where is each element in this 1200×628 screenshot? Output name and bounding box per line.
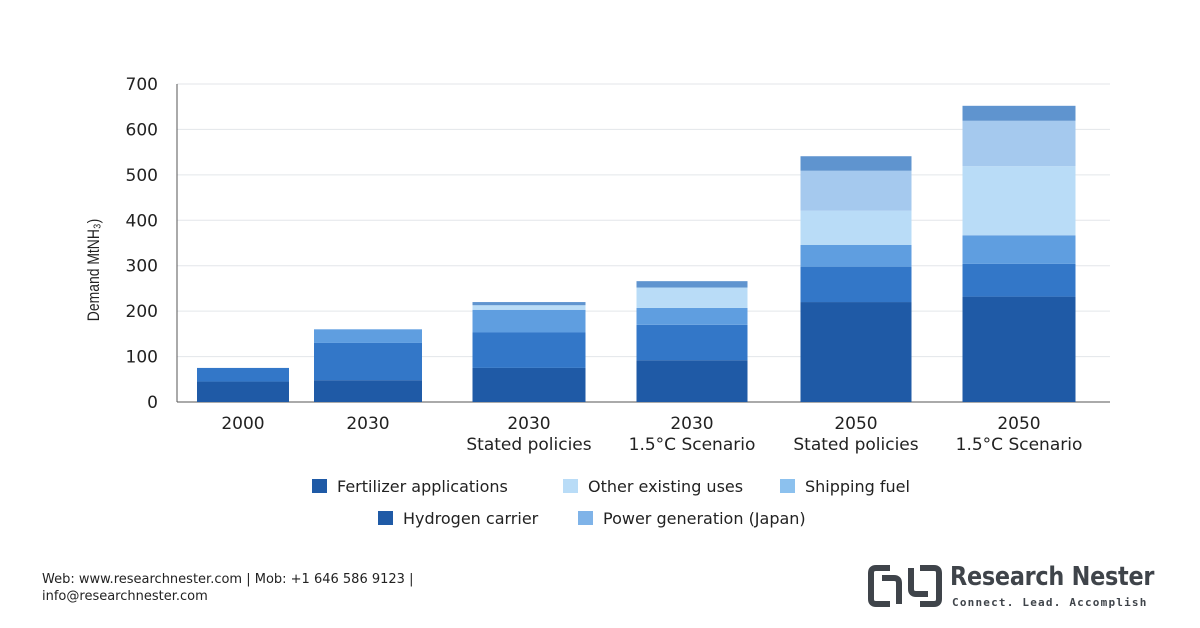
- bar-segment: [472, 305, 586, 310]
- x-category-label: 2050: [834, 414, 877, 434]
- y-tick-label: 100: [126, 348, 158, 368]
- bar-segment: [314, 329, 422, 343]
- legend-label: Power generation (Japan): [603, 509, 806, 528]
- y-tick-label: 200: [126, 302, 158, 322]
- legend-swatch: [312, 479, 327, 493]
- bar-segment: [962, 120, 1076, 167]
- bar-segment: [472, 367, 586, 402]
- legend-swatch: [378, 511, 393, 525]
- logo-tagline: Connect. Lead. Accomplish: [952, 596, 1148, 609]
- bar-segment: [472, 302, 586, 306]
- x-category-label: 2050: [997, 414, 1040, 434]
- bar-segment: [636, 360, 748, 402]
- contact-line-email: info@researchnester.com: [42, 589, 208, 604]
- bar-segment: [962, 263, 1076, 297]
- bar-segment: [636, 281, 748, 288]
- bar-segment: [962, 105, 1076, 121]
- y-axis-label: Demand MtNH₃): [85, 219, 104, 321]
- bar-segment: [962, 235, 1076, 264]
- x-category-label: 2030: [346, 414, 389, 434]
- logo-mark-icon: [868, 565, 942, 607]
- bar-segment: [636, 307, 748, 325]
- logo-name: Research Nester: [950, 562, 1155, 592]
- footer-contact: Web: www.researchnester.com | Mob: +1 64…: [42, 571, 462, 605]
- bar-segment: [962, 296, 1076, 402]
- x-category-label: 2000: [221, 414, 264, 434]
- y-tick-label: 600: [126, 120, 158, 140]
- bar-segment: [800, 210, 912, 245]
- legend-label: Fertilizer applications: [337, 477, 508, 496]
- bar-segment: [314, 342, 422, 381]
- x-category-label: Stated policies: [466, 435, 591, 455]
- bar-segment: [800, 302, 912, 402]
- bar-segment: [472, 309, 586, 333]
- y-tick-label: 500: [126, 166, 158, 186]
- y-tick-label: 300: [126, 257, 158, 277]
- bar-segment: [197, 381, 289, 402]
- research-nester-logo: Research Nester Connect. Lead. Accomplis…: [868, 562, 1168, 612]
- bar-segment: [197, 367, 289, 382]
- legend-swatch: [563, 479, 578, 493]
- legend-label: Shipping fuel: [805, 477, 910, 496]
- x-category-label: 1.5°C Scenario: [629, 435, 756, 455]
- y-tick-label: 0: [147, 393, 158, 413]
- x-category-label: 1.5°C Scenario: [956, 435, 1083, 455]
- bar-segment: [314, 380, 422, 402]
- x-category-label: 2030: [507, 414, 550, 434]
- x-category-label: Stated policies: [793, 435, 918, 455]
- legend-swatch: [780, 479, 795, 493]
- y-tick-label: 700: [126, 75, 158, 95]
- bar-segment: [636, 324, 748, 361]
- bar-segment: [800, 266, 912, 303]
- x-category-label: 2030: [670, 414, 713, 434]
- bar-segment: [472, 332, 586, 368]
- legend-swatch: [578, 511, 593, 525]
- bar-segment: [962, 166, 1076, 236]
- bar-segment: [800, 170, 912, 211]
- bar-segment: [800, 244, 912, 267]
- bar-segment: [636, 287, 748, 308]
- legend-label: Other existing uses: [588, 477, 743, 496]
- y-tick-label: 400: [126, 211, 158, 231]
- contact-line-web-phone: Web: www.researchnester.com | Mob: +1 64…: [42, 572, 414, 587]
- legend-label: Hydrogen carrier: [403, 509, 539, 528]
- bar-segment: [800, 156, 912, 171]
